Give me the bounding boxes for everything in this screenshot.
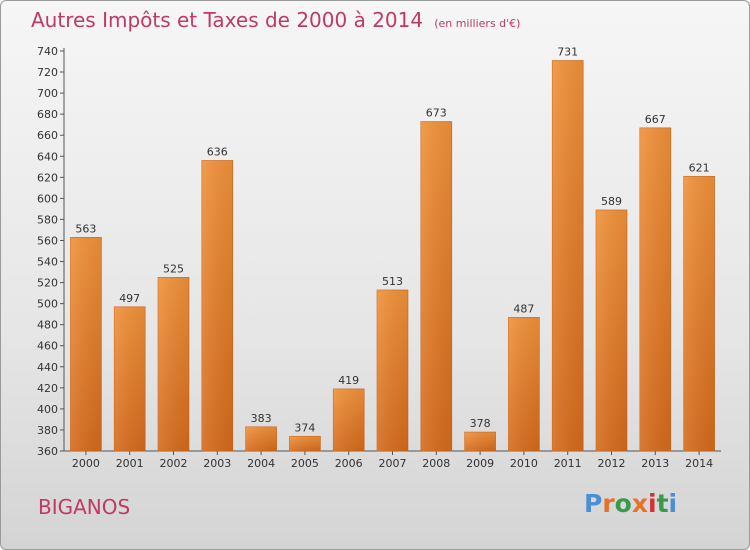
logo-letter: P: [584, 489, 603, 518]
x-tick-label-2001: 2001: [116, 457, 144, 470]
value-label-2003: 636: [207, 145, 228, 158]
value-label-2000: 563: [75, 222, 96, 235]
chart-title: Autres Impôts et Taxes de 2000 à 2014: [31, 8, 424, 32]
bars: [70, 60, 715, 452]
bar-shade-2006: [333, 388, 365, 451]
commune-name: BIGANOS: [38, 495, 131, 519]
y-tick-label: 420: [37, 382, 58, 395]
logo-letter: r: [602, 489, 615, 518]
bar-shade-2005: [289, 436, 321, 451]
title-block: Autres Impôts et Taxes de 2000 à 2014 (e…: [31, 8, 520, 32]
value-label-2002: 525: [163, 262, 184, 275]
y-tick-label: 500: [37, 298, 58, 311]
y-tick-label: 640: [37, 150, 58, 163]
value-label-2012: 589: [601, 195, 622, 208]
axes: 360 380 400 420 440 460 480 500 520 540 560 580 600 6…: [37, 45, 721, 470]
x-tick-label-2013: 2013: [641, 457, 669, 470]
logo-letter: o: [614, 489, 632, 518]
bar-shade-2003: [201, 160, 233, 451]
y-tick-label: 400: [37, 403, 58, 416]
bar-shade-2014: [683, 176, 715, 451]
value-label-2009: 378: [470, 417, 491, 430]
bar-shade-2007: [377, 289, 408, 451]
x-tick-label-2012: 2012: [598, 457, 626, 470]
bar-shade-2013: [639, 127, 671, 451]
y-tick-label: 580: [37, 213, 58, 226]
x-tick-label-2011: 2011: [554, 457, 582, 470]
value-label-2011: 731: [557, 45, 578, 58]
bar-shade-2000: [70, 237, 102, 451]
value-label-2007: 513: [382, 275, 403, 288]
x-tick-label-2003: 2003: [203, 457, 231, 470]
bar-shade-2012: [596, 209, 627, 451]
x-tick-label-2004: 2004: [247, 457, 275, 470]
y-tick-label: 680: [37, 108, 58, 121]
logo-letter: t: [656, 489, 669, 518]
logo-letter: i: [668, 489, 678, 518]
y-tick-label: 380: [37, 424, 58, 437]
x-tick-label-2002: 2002: [160, 457, 188, 470]
value-label-2004: 383: [251, 412, 272, 425]
x-tick-label-2009: 2009: [466, 457, 494, 470]
bar-shade-2011: [552, 60, 584, 451]
x-tick-label-2014: 2014: [685, 457, 713, 470]
value-label-2005: 374: [294, 421, 315, 434]
y-tick-label: 740: [37, 45, 58, 58]
y-tick-label: 600: [37, 192, 58, 205]
y-tick-label: 480: [37, 319, 58, 332]
value-label-2010: 487: [513, 302, 534, 315]
y-tick-label: 560: [37, 234, 58, 247]
bar-shade-2002: [158, 277, 189, 451]
value-label-2006: 419: [338, 374, 359, 387]
y-tick-label: 440: [37, 361, 58, 374]
x-tick-label-2007: 2007: [379, 457, 407, 470]
y-tick-label: 720: [37, 66, 58, 79]
x-tick-label-2005: 2005: [291, 457, 319, 470]
value-label-2013: 667: [645, 113, 666, 126]
value-label-2014: 621: [689, 161, 710, 174]
bar-shade-2010: [508, 317, 540, 451]
y-tick-label: 520: [37, 277, 58, 290]
y-tick-label: 700: [37, 87, 58, 100]
logo-letter: x: [631, 489, 648, 518]
x-tick-label-2010: 2010: [510, 457, 538, 470]
value-label-2001: 497: [119, 292, 140, 305]
y-tick-label: 620: [37, 171, 58, 184]
y-tick-label: 460: [37, 340, 58, 353]
bar-shade-2001: [114, 306, 146, 451]
x-tick-label-2008: 2008: [422, 457, 450, 470]
value-label-2008: 673: [426, 107, 447, 120]
proxiti-logo: Proxiti: [584, 489, 677, 518]
x-tick-label-2000: 2000: [72, 457, 100, 470]
y-tick-label: 660: [37, 129, 58, 142]
value-labels: 563 497 525 636 383 374 419 513 673 378 487 731 589 6…: [75, 45, 709, 434]
y-tick-label: 360: [37, 445, 58, 458]
y-tick-label: 540: [37, 256, 58, 269]
bar-shade-2009: [464, 432, 496, 451]
bar-shade-2008: [420, 121, 452, 452]
bar-shade-2004: [245, 426, 277, 451]
logo-letter: i: [648, 489, 657, 518]
x-tick-label-2006: 2006: [335, 457, 363, 470]
chart-unit: (en milliers d'€): [434, 17, 521, 30]
